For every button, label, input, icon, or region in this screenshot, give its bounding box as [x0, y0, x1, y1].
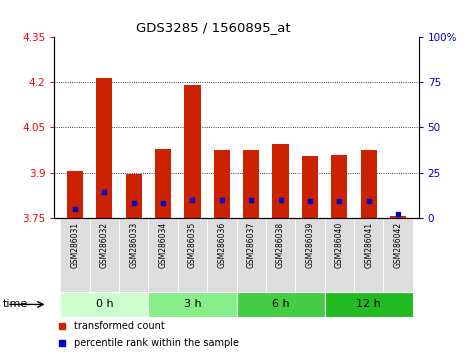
Bar: [272, 144, 289, 218]
Bar: [354, 218, 383, 292]
Bar: [96, 78, 113, 218]
Bar: [295, 218, 324, 292]
Bar: [266, 218, 295, 292]
Bar: [149, 292, 236, 317]
Text: GSM286039: GSM286039: [306, 222, 315, 268]
Text: GSM286032: GSM286032: [100, 222, 109, 268]
Bar: [390, 216, 406, 218]
Text: GSM286041: GSM286041: [364, 222, 373, 268]
Bar: [126, 174, 142, 218]
Text: 3 h: 3 h: [184, 299, 201, 309]
Text: 0 h: 0 h: [96, 299, 113, 309]
Text: 6 h: 6 h: [272, 299, 289, 309]
Text: GSM286031: GSM286031: [70, 222, 79, 268]
Text: GSM286042: GSM286042: [394, 222, 403, 268]
Bar: [67, 171, 83, 218]
Bar: [360, 150, 377, 218]
Text: GSM286040: GSM286040: [335, 222, 344, 268]
Text: GSM286034: GSM286034: [158, 222, 167, 268]
Bar: [60, 218, 90, 292]
Bar: [324, 292, 413, 317]
Text: time: time: [2, 299, 27, 309]
Bar: [178, 218, 207, 292]
Bar: [214, 150, 230, 218]
Text: GDS3285 / 1560895_at: GDS3285 / 1560895_at: [136, 21, 290, 34]
Bar: [331, 155, 347, 218]
Text: percentile rank within the sample: percentile rank within the sample: [74, 338, 239, 348]
Bar: [155, 149, 171, 218]
Bar: [149, 218, 178, 292]
Bar: [324, 218, 354, 292]
Bar: [119, 218, 149, 292]
Bar: [302, 156, 318, 218]
Bar: [236, 292, 324, 317]
Bar: [90, 218, 119, 292]
Bar: [60, 292, 149, 317]
Bar: [184, 85, 201, 218]
Text: transformed count: transformed count: [74, 321, 165, 331]
Text: 12 h: 12 h: [356, 299, 381, 309]
Text: GSM286038: GSM286038: [276, 222, 285, 268]
Text: GSM286035: GSM286035: [188, 222, 197, 268]
Bar: [383, 218, 413, 292]
Text: GSM286036: GSM286036: [217, 222, 226, 268]
Text: GSM286037: GSM286037: [247, 222, 256, 268]
Bar: [236, 218, 266, 292]
Bar: [207, 218, 236, 292]
Bar: [243, 150, 259, 218]
Text: GSM286033: GSM286033: [129, 222, 138, 268]
